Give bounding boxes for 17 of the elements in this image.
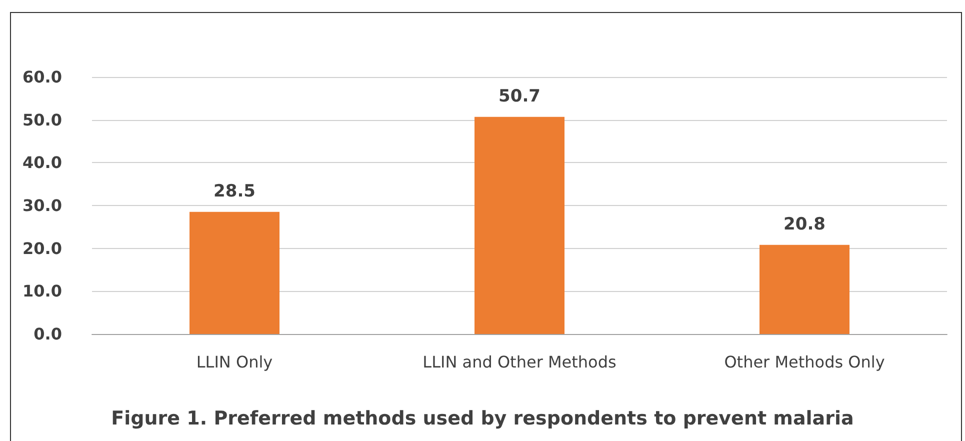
y-tick-label: 0.0: [34, 324, 62, 344]
y-tick-label: 30.0: [22, 196, 62, 215]
data-label: 28.5: [214, 181, 256, 202]
bar: [190, 212, 280, 334]
x-tick-label: Other Methods Only: [724, 352, 885, 372]
y-tick-label: 10.0: [22, 282, 62, 301]
y-tick-label: 40.0: [22, 153, 62, 172]
y-tick-label: 20.0: [22, 238, 62, 258]
y-tick-label: 60.0: [22, 68, 62, 86]
data-label: 20.8: [784, 214, 826, 234]
y-tick-label: 50.0: [22, 110, 62, 130]
text: Figure 1. Preferred methods used by respondents to prevent malaria: [111, 408, 854, 430]
x-tick-label: LLIN Only: [196, 352, 273, 372]
data-label: 50.7: [498, 86, 540, 106]
bar: [474, 116, 564, 334]
bar: [760, 244, 850, 334]
x-tick-label: LLIN and Other Methods: [422, 352, 616, 372]
